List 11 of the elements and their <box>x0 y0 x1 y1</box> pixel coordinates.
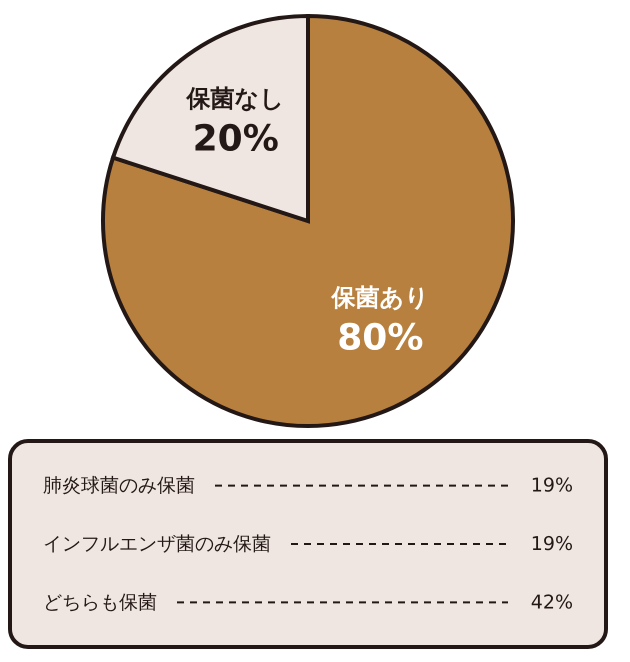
category-label: どちらも保菌 <box>43 591 157 614</box>
data-label: 80% <box>337 318 424 359</box>
category-label: 肺炎球菌のみ保菌 <box>43 474 195 497</box>
category-label: インフルエンザ菌のみ保菌 <box>43 533 271 555</box>
text: 19% <box>530 474 573 497</box>
data-label: 20% <box>192 118 279 160</box>
text: 19% <box>530 533 573 555</box>
pie-slice <box>101 14 515 428</box>
text: 42% <box>530 591 573 614</box>
slice-label: 保菌あり <box>330 284 430 312</box>
slice-label: 保菌なし <box>186 84 285 112</box>
